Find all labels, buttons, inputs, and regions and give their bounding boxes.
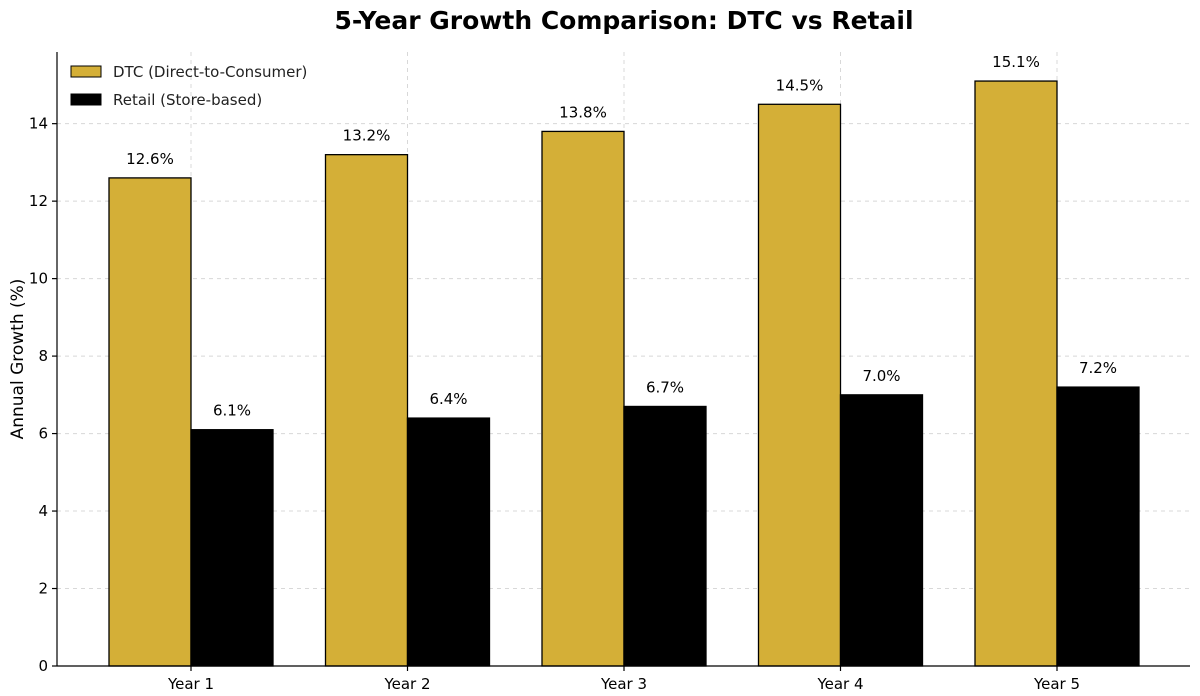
y-tick-label: 0	[38, 657, 48, 675]
bar-retail	[839, 394, 924, 667]
legend-swatch-dtc	[70, 65, 102, 78]
chart-title: 5-Year Growth Comparison: DTC vs Retail	[334, 6, 913, 35]
x-tick-label: Year 1	[167, 675, 214, 693]
x-tick-label: Year 2	[383, 675, 430, 693]
data-labels: 12.6% 6.1% 13.2% 6.4% 13.8% 6.7% 14.5% 7.0% 15.1…	[126, 53, 1117, 420]
y-tick-label: 12	[29, 192, 48, 210]
legend: DTC (Direct-to-Consumer) Retail (Store-ba…	[70, 63, 307, 109]
bar-dtc	[974, 80, 1058, 667]
axes: 0 2 4 6 8 10 12 14 Year 1 Year 2 Year 3 Year 4 Year …	[29, 52, 1190, 693]
data-label: 13.2%	[343, 127, 391, 145]
y-axis-label: Annual Growth (%)	[8, 279, 28, 440]
y-tick-label: 14	[29, 115, 48, 133]
legend-label-retail: Retail (Store-based)	[113, 91, 262, 109]
data-label: 15.1%	[992, 53, 1040, 71]
bar-retail	[406, 417, 491, 667]
data-label: 6.4%	[429, 390, 467, 408]
legend-swatch-retail	[70, 93, 102, 106]
data-label: 7.2%	[1079, 359, 1117, 377]
data-label: 14.5%	[776, 76, 824, 94]
data-label: 12.6%	[126, 150, 174, 168]
data-label: 13.8%	[559, 103, 607, 121]
data-label: 6.7%	[646, 378, 684, 396]
bar-retail	[1056, 386, 1140, 667]
y-tick-label: 8	[38, 347, 48, 365]
bar-dtc	[108, 177, 192, 667]
x-tick-label: Year 4	[816, 675, 863, 693]
x-tick-label: Year 3	[600, 675, 647, 693]
y-tick-label: 2	[38, 580, 48, 598]
data-label: 7.0%	[862, 367, 900, 385]
bar-dtc	[324, 154, 409, 667]
bars	[108, 80, 1140, 667]
bar-retail	[190, 429, 274, 667]
bar-dtc	[541, 130, 625, 667]
data-label: 6.1%	[213, 402, 251, 420]
y-tick-label: 4	[38, 502, 48, 520]
y-tick-label: 10	[29, 270, 48, 288]
bar-dtc	[757, 103, 842, 667]
bar-retail	[623, 405, 707, 667]
x-tick-label: Year 5	[1033, 675, 1080, 693]
y-tick-label: 6	[38, 425, 48, 443]
legend-label-dtc: DTC (Direct-to-Consumer)	[113, 63, 307, 81]
